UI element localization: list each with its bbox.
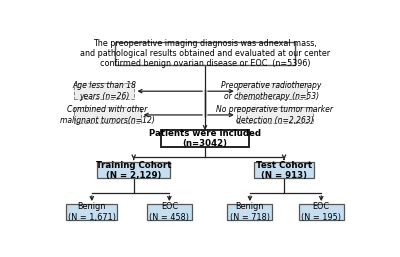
FancyBboxPatch shape <box>97 162 170 178</box>
FancyBboxPatch shape <box>237 107 313 123</box>
Text: Patients were included
(n=3042): Patients were included (n=3042) <box>149 129 261 148</box>
FancyBboxPatch shape <box>66 204 118 220</box>
Text: EOC
(N = 195): EOC (N = 195) <box>301 202 341 222</box>
FancyBboxPatch shape <box>74 107 141 123</box>
Text: Combined with other
malignant tumors(n=12): Combined with other malignant tumors(n=1… <box>60 105 155 125</box>
Text: EOC
(N = 458): EOC (N = 458) <box>149 202 189 222</box>
FancyBboxPatch shape <box>147 204 192 220</box>
FancyBboxPatch shape <box>254 162 314 178</box>
Text: Age less than 18
years (n=26): Age less than 18 years (n=26) <box>72 81 136 101</box>
Text: Test Cohort
(N = 913): Test Cohort (N = 913) <box>256 161 312 180</box>
Text: Benign
(N = 1,671): Benign (N = 1,671) <box>68 202 116 222</box>
FancyBboxPatch shape <box>228 204 272 220</box>
FancyBboxPatch shape <box>115 42 295 65</box>
Text: Benign
(N = 718): Benign (N = 718) <box>230 202 270 222</box>
Text: Preoperative radiotherapy
or chemotherapy (n=53): Preoperative radiotherapy or chemotherap… <box>222 81 322 101</box>
FancyBboxPatch shape <box>161 130 249 147</box>
Text: The preoperative imaging diagnosis was adnexal mass,
and pathological results ob: The preoperative imaging diagnosis was a… <box>80 39 330 69</box>
FancyBboxPatch shape <box>299 204 344 220</box>
FancyBboxPatch shape <box>74 83 134 99</box>
Text: No preoperative tumor marker
detection (n=2,263): No preoperative tumor marker detection (… <box>216 105 333 125</box>
FancyBboxPatch shape <box>237 83 306 99</box>
Text: Training Cohort
(N = 2,129): Training Cohort (N = 2,129) <box>96 161 172 180</box>
